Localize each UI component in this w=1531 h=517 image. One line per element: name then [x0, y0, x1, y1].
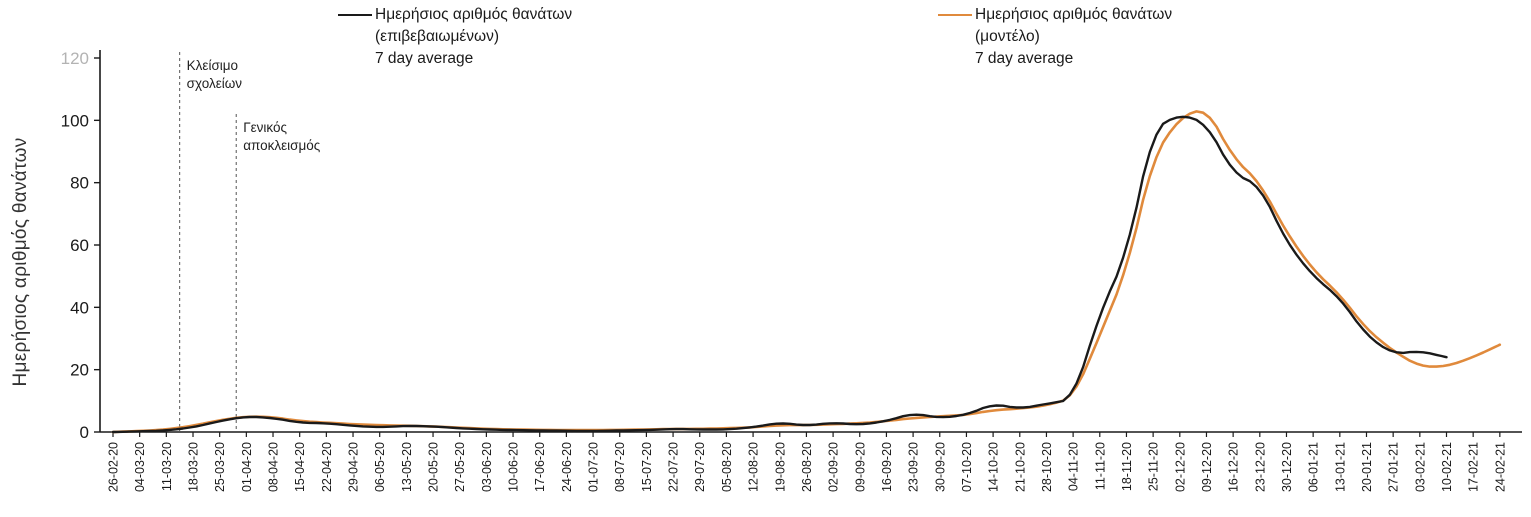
- x-tick-label: 07-10-20: [960, 442, 974, 492]
- legend-line-swatch-model: [938, 14, 972, 16]
- y-tick-label: 0: [80, 423, 89, 442]
- legend-text-confirmed: Ημερήσιος αριθμός θανάτων (επιβεβαιωμένω…: [375, 4, 572, 70]
- x-tick-label: 04-03-20: [133, 442, 147, 492]
- x-tick-label: 25-03-20: [213, 442, 227, 492]
- x-tick-label: 18-03-20: [187, 442, 201, 492]
- y-tick-label: 60: [70, 236, 89, 255]
- x-tick-label: 19-08-20: [773, 442, 787, 492]
- legend-entry-confirmed: Ημερήσιος αριθμός θανάτων (επιβεβαιωμένω…: [338, 4, 572, 70]
- x-tick-label: 26-08-20: [800, 442, 814, 492]
- x-tick-label: 27-05-20: [453, 442, 467, 492]
- x-tick-label: 06-01-21: [1307, 442, 1321, 492]
- x-tick-label: 17-06-20: [533, 442, 547, 492]
- annotation-text-line: Γενικός: [243, 120, 288, 135]
- legend-text-model: Ημερήσιος αριθμός θανάτων (μοντέλο) 7 da…: [975, 4, 1172, 70]
- legend-line-swatch-confirmed: [338, 14, 372, 16]
- annotation-general-lockdown: Γενικός αποκλεισμός: [241, 119, 323, 154]
- annotation-text-line: σχολείων: [186, 75, 243, 91]
- legend-label-line: Ημερήσιος αριθμός θανάτων: [975, 6, 1173, 23]
- x-tick-label: 24-02-21: [1493, 442, 1507, 492]
- x-tick-label: 11-03-20: [160, 442, 174, 491]
- x-tick-label: 15-07-20: [640, 442, 654, 492]
- x-tick-label: 26-02-20: [107, 442, 121, 492]
- x-tick-label: 10-06-20: [507, 442, 521, 492]
- x-tick-label: 09-12-20: [1200, 442, 1214, 492]
- x-tick-label: 05-08-20: [720, 442, 734, 492]
- x-tick-label: 20-01-21: [1360, 442, 1374, 492]
- series-line-model: [111, 110, 1502, 434]
- annotation-text-line: Κλείσιμο: [186, 58, 239, 73]
- x-tick-label: 14-10-20: [987, 442, 1001, 492]
- x-tick-label: 30-12-20: [1280, 442, 1294, 492]
- x-tick-label: 23-12-20: [1253, 442, 1267, 492]
- y-tick-label: 100: [61, 111, 89, 130]
- x-tick-label: 18-11-20: [1120, 442, 1134, 491]
- x-tick-label: 29-07-20: [693, 442, 707, 492]
- x-tick-label: 01-04-20: [240, 442, 254, 492]
- x-tick-label: 25-11-20: [1147, 442, 1161, 491]
- annotation-school-closure: Κλείσιμο σχολείων: [184, 57, 245, 92]
- annotation-text-line: αποκλεισμός: [243, 137, 321, 153]
- x-tick-label: 09-09-20: [853, 442, 867, 492]
- x-tick-label: 29-04-20: [347, 442, 361, 492]
- x-tick-label: 13-01-21: [1333, 442, 1347, 492]
- y-tick-label: 20: [70, 361, 89, 380]
- legend-label-line: Ημερήσιος αριθμός θανάτων: [375, 6, 573, 23]
- x-tick-label: 16-09-20: [880, 442, 894, 492]
- x-tick-label: 28-10-20: [1040, 442, 1054, 492]
- x-tick-label: 21-10-20: [1013, 442, 1027, 492]
- legend-label-line: (επιβεβαιωμένων): [375, 28, 500, 45]
- x-tick-label: 08-04-20: [267, 442, 281, 492]
- x-tick-label: 04-11-20: [1067, 442, 1081, 491]
- x-tick-label: 13-05-20: [400, 442, 414, 492]
- x-tick-label: 27-01-21: [1387, 442, 1401, 492]
- x-tick-label: 06-05-20: [373, 442, 387, 492]
- y-axis-title: Ημερήσιος αριθμός θανάτων: [10, 137, 31, 387]
- x-tick-label: 16-12-20: [1227, 442, 1241, 492]
- x-tick-label: 23-09-20: [907, 442, 921, 492]
- x-tick-label: 12-08-20: [747, 442, 761, 492]
- x-tick-label: 03-02-21: [1413, 442, 1427, 492]
- x-tick-label: 02-12-20: [1173, 442, 1187, 492]
- y-tick-label: 120: [61, 49, 89, 68]
- x-tick-label: 30-09-20: [933, 442, 947, 492]
- x-tick-label: 10-02-21: [1440, 442, 1454, 492]
- x-tick-label: 20-05-20: [427, 442, 441, 492]
- x-tick-label: 22-07-20: [667, 442, 681, 492]
- legend-label-line: 7 day average: [975, 50, 1074, 67]
- y-tick-label: 40: [70, 298, 89, 317]
- x-tick-label: 24-06-20: [560, 442, 574, 492]
- legend-entry-model: Ημερήσιος αριθμός θανάτων (μοντέλο) 7 da…: [938, 4, 1172, 70]
- legend-label-line: 7 day average: [375, 50, 474, 67]
- x-tick-label: 03-06-20: [480, 442, 494, 492]
- y-tick-label: 80: [70, 174, 89, 193]
- x-tick-label: 17-02-21: [1467, 442, 1481, 492]
- x-tick-label: 22-04-20: [320, 442, 334, 492]
- x-tick-label: 11-11-20: [1093, 442, 1107, 490]
- x-tick-label: 01-07-20: [587, 442, 601, 492]
- x-tick-label: 15-04-20: [293, 442, 307, 492]
- series-line-confirmed: [111, 115, 1448, 434]
- x-tick-label: 02-09-20: [827, 442, 841, 492]
- x-tick-label: 08-07-20: [613, 442, 627, 492]
- legend-label-line: (μοντέλο): [975, 28, 1040, 45]
